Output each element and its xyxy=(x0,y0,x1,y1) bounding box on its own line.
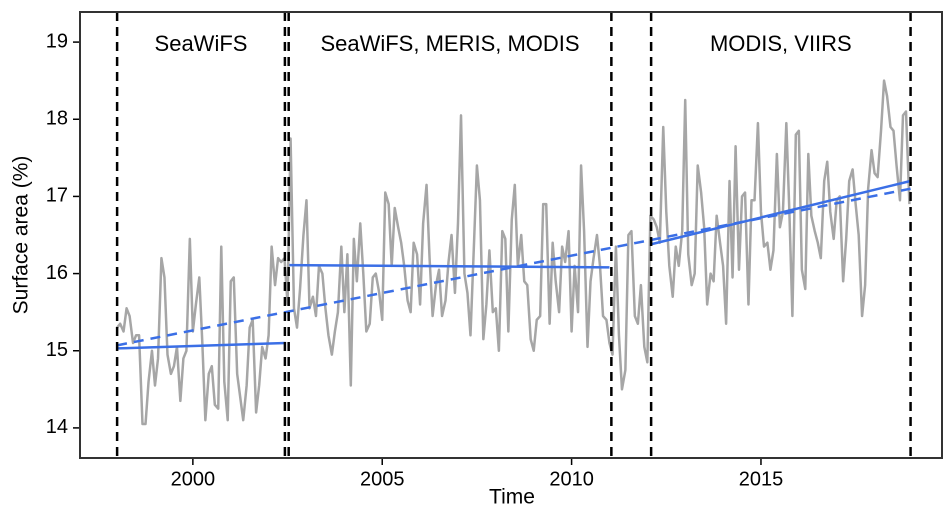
y-tick-label: 15 xyxy=(46,339,68,361)
region-label: SeaWiFS xyxy=(155,31,248,56)
x-tick-label: 2015 xyxy=(739,468,784,490)
y-tick-label: 19 xyxy=(46,30,68,52)
trend-line xyxy=(650,179,911,246)
y-tick-label: 16 xyxy=(46,262,68,284)
x-tick-label: 2010 xyxy=(549,468,594,490)
y-tick-label: 14 xyxy=(46,416,68,438)
plot-frame xyxy=(79,11,943,459)
trend-line xyxy=(117,341,286,350)
x-tick-label: 2005 xyxy=(360,468,405,490)
data-line xyxy=(116,79,911,426)
region-label: MODIS, VIIRS xyxy=(710,31,852,56)
y-axis-label: Surface area (%) xyxy=(10,156,33,315)
trend-line xyxy=(289,263,610,269)
region-label: SeaWiFS, MERIS, MODIS xyxy=(320,31,579,56)
y-tick-label: 17 xyxy=(46,185,68,207)
x-axis-label: Time xyxy=(489,486,535,509)
y-tick-label: 18 xyxy=(46,108,68,130)
x-tick-label: 2000 xyxy=(171,468,216,490)
